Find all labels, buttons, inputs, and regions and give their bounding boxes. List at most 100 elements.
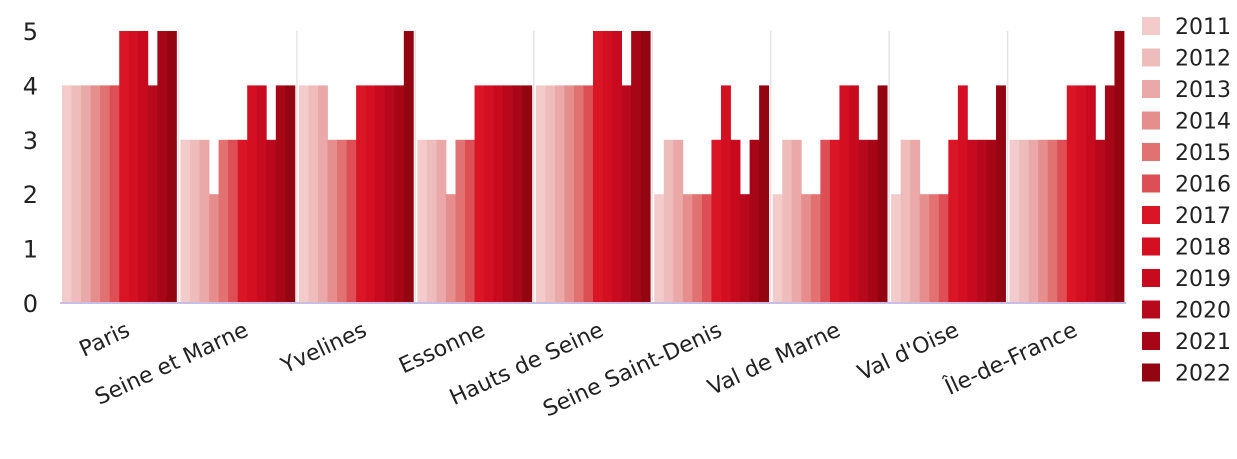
- bar: [858, 139, 869, 303]
- legend-label: 2016: [1175, 173, 1231, 198]
- bar: [436, 139, 447, 303]
- bar: [986, 139, 997, 303]
- legend-swatch: [1142, 332, 1160, 350]
- bar: [1038, 139, 1049, 303]
- bar: [593, 31, 603, 303]
- bar: [535, 85, 546, 304]
- bar: [640, 31, 651, 303]
- legend-label: 2015: [1175, 141, 1231, 166]
- bar: [701, 194, 712, 303]
- bar: [791, 139, 802, 303]
- legend-swatch: [1142, 363, 1160, 382]
- bar: [673, 139, 684, 303]
- bar: [100, 85, 111, 304]
- bar: [1114, 31, 1125, 303]
- category-separators: [177, 31, 1009, 303]
- bar: [545, 85, 556, 304]
- bar: [138, 31, 149, 303]
- bar: [631, 31, 642, 303]
- bar: [1057, 139, 1068, 303]
- bar: [910, 139, 921, 303]
- legend-label: 2017: [1175, 204, 1231, 229]
- bar: [782, 139, 793, 303]
- bar: [829, 139, 840, 303]
- bar: [346, 139, 357, 303]
- bar: [512, 85, 523, 304]
- legend-label: 2014: [1175, 110, 1231, 135]
- legend-label: 2018: [1175, 236, 1231, 261]
- bar: [375, 85, 386, 304]
- y-tick-label: 3: [23, 127, 38, 155]
- bar: [564, 85, 575, 304]
- legend-label: 2021: [1175, 330, 1231, 355]
- bar: [180, 139, 191, 303]
- bar: [503, 85, 514, 304]
- bar: [1076, 85, 1087, 304]
- bar: [654, 194, 665, 303]
- bar: [1009, 139, 1020, 303]
- bar: [71, 85, 82, 304]
- bar: [166, 31, 177, 303]
- bar: [119, 31, 130, 303]
- bar: [218, 139, 229, 303]
- bar: [573, 85, 584, 304]
- bar: [612, 31, 623, 303]
- legend-swatch: [1142, 300, 1160, 319]
- bar: [759, 85, 770, 304]
- legend-label: 2011: [1175, 15, 1231, 40]
- bar: [976, 139, 987, 303]
- bar: [868, 139, 878, 303]
- bar: [474, 85, 485, 304]
- bar: [90, 85, 101, 304]
- bar: [337, 139, 347, 303]
- bar: [147, 85, 158, 304]
- bar: [1095, 139, 1106, 303]
- bar: [839, 85, 850, 304]
- y-tick-label: 1: [23, 236, 38, 264]
- legend-label: 2012: [1175, 47, 1231, 72]
- category-label: Paris: [76, 318, 134, 363]
- bar: [1019, 139, 1030, 303]
- bar: [877, 85, 888, 304]
- bar: [820, 139, 831, 303]
- bar: [417, 139, 428, 303]
- legend-swatch: [1142, 80, 1160, 98]
- bar: [403, 31, 414, 303]
- bar: [237, 139, 248, 303]
- y-tick-label: 5: [23, 18, 38, 46]
- bar: [692, 194, 703, 303]
- bar: [189, 139, 200, 303]
- legend-swatch: [1142, 111, 1160, 130]
- bar: [900, 139, 911, 303]
- bar: [711, 139, 722, 303]
- y-tick-label: 2: [23, 181, 38, 209]
- bar: [256, 85, 267, 304]
- bar: [938, 194, 949, 303]
- bar: [199, 139, 210, 303]
- bar: [621, 85, 632, 304]
- bar: [801, 194, 812, 303]
- category-label: Île-de-France: [940, 317, 1081, 401]
- bar: [308, 85, 319, 304]
- bar: [247, 85, 258, 304]
- bar: [554, 85, 565, 304]
- bar: [891, 194, 902, 303]
- bars: [62, 31, 1125, 304]
- bar: [522, 85, 533, 304]
- bar: [356, 85, 367, 304]
- legend-label: 2020: [1175, 299, 1231, 324]
- legend-label: 2019: [1175, 267, 1231, 292]
- bar: [1104, 85, 1115, 304]
- bar: [493, 85, 504, 304]
- bar: [583, 85, 594, 304]
- bar: [1066, 85, 1077, 304]
- bar: [394, 85, 405, 304]
- category-label: Essonne: [395, 318, 489, 379]
- bar: [327, 139, 338, 303]
- bar: [948, 139, 959, 303]
- bar: [929, 194, 940, 303]
- legend-swatch: [1142, 17, 1160, 35]
- bar: [62, 85, 72, 304]
- bar: [317, 85, 328, 304]
